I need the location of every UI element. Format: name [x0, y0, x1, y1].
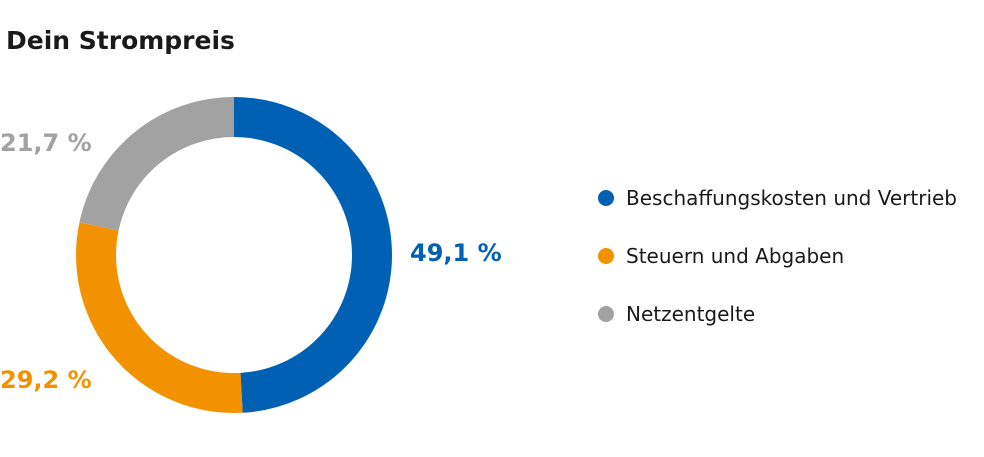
data-label-beschaffung: 49,1 % — [410, 239, 502, 267]
chart-title: Dein Strompreis — [6, 26, 235, 55]
legend-dot-netzentgelte — [598, 306, 614, 322]
donut-slice-steuern — [76, 97, 392, 413]
legend-label-steuern: Steuern und Abgaben — [626, 244, 845, 268]
donut-slice-netzentgelte — [76, 97, 392, 413]
data-label-netzentgelte: 21,7 % — [0, 129, 92, 157]
legend-item-netzentgelte: Netzentgelte — [598, 300, 957, 328]
legend-label-netzentgelte: Netzentgelte — [626, 302, 756, 326]
legend-dot-steuern — [598, 248, 614, 264]
legend-label-beschaffung: Beschaffungskosten und Vertrieb — [626, 186, 958, 210]
data-label-steuern: 29,2 % — [0, 366, 92, 394]
legend-dot-beschaffung — [598, 190, 614, 206]
legend-item-steuern: Steuern und Abgaben — [598, 242, 957, 270]
legend-item-beschaffung: Beschaffungskosten und Vertrieb — [598, 184, 957, 212]
chart-legend: Beschaffungskosten und Vertrieb Steuern … — [598, 184, 957, 358]
